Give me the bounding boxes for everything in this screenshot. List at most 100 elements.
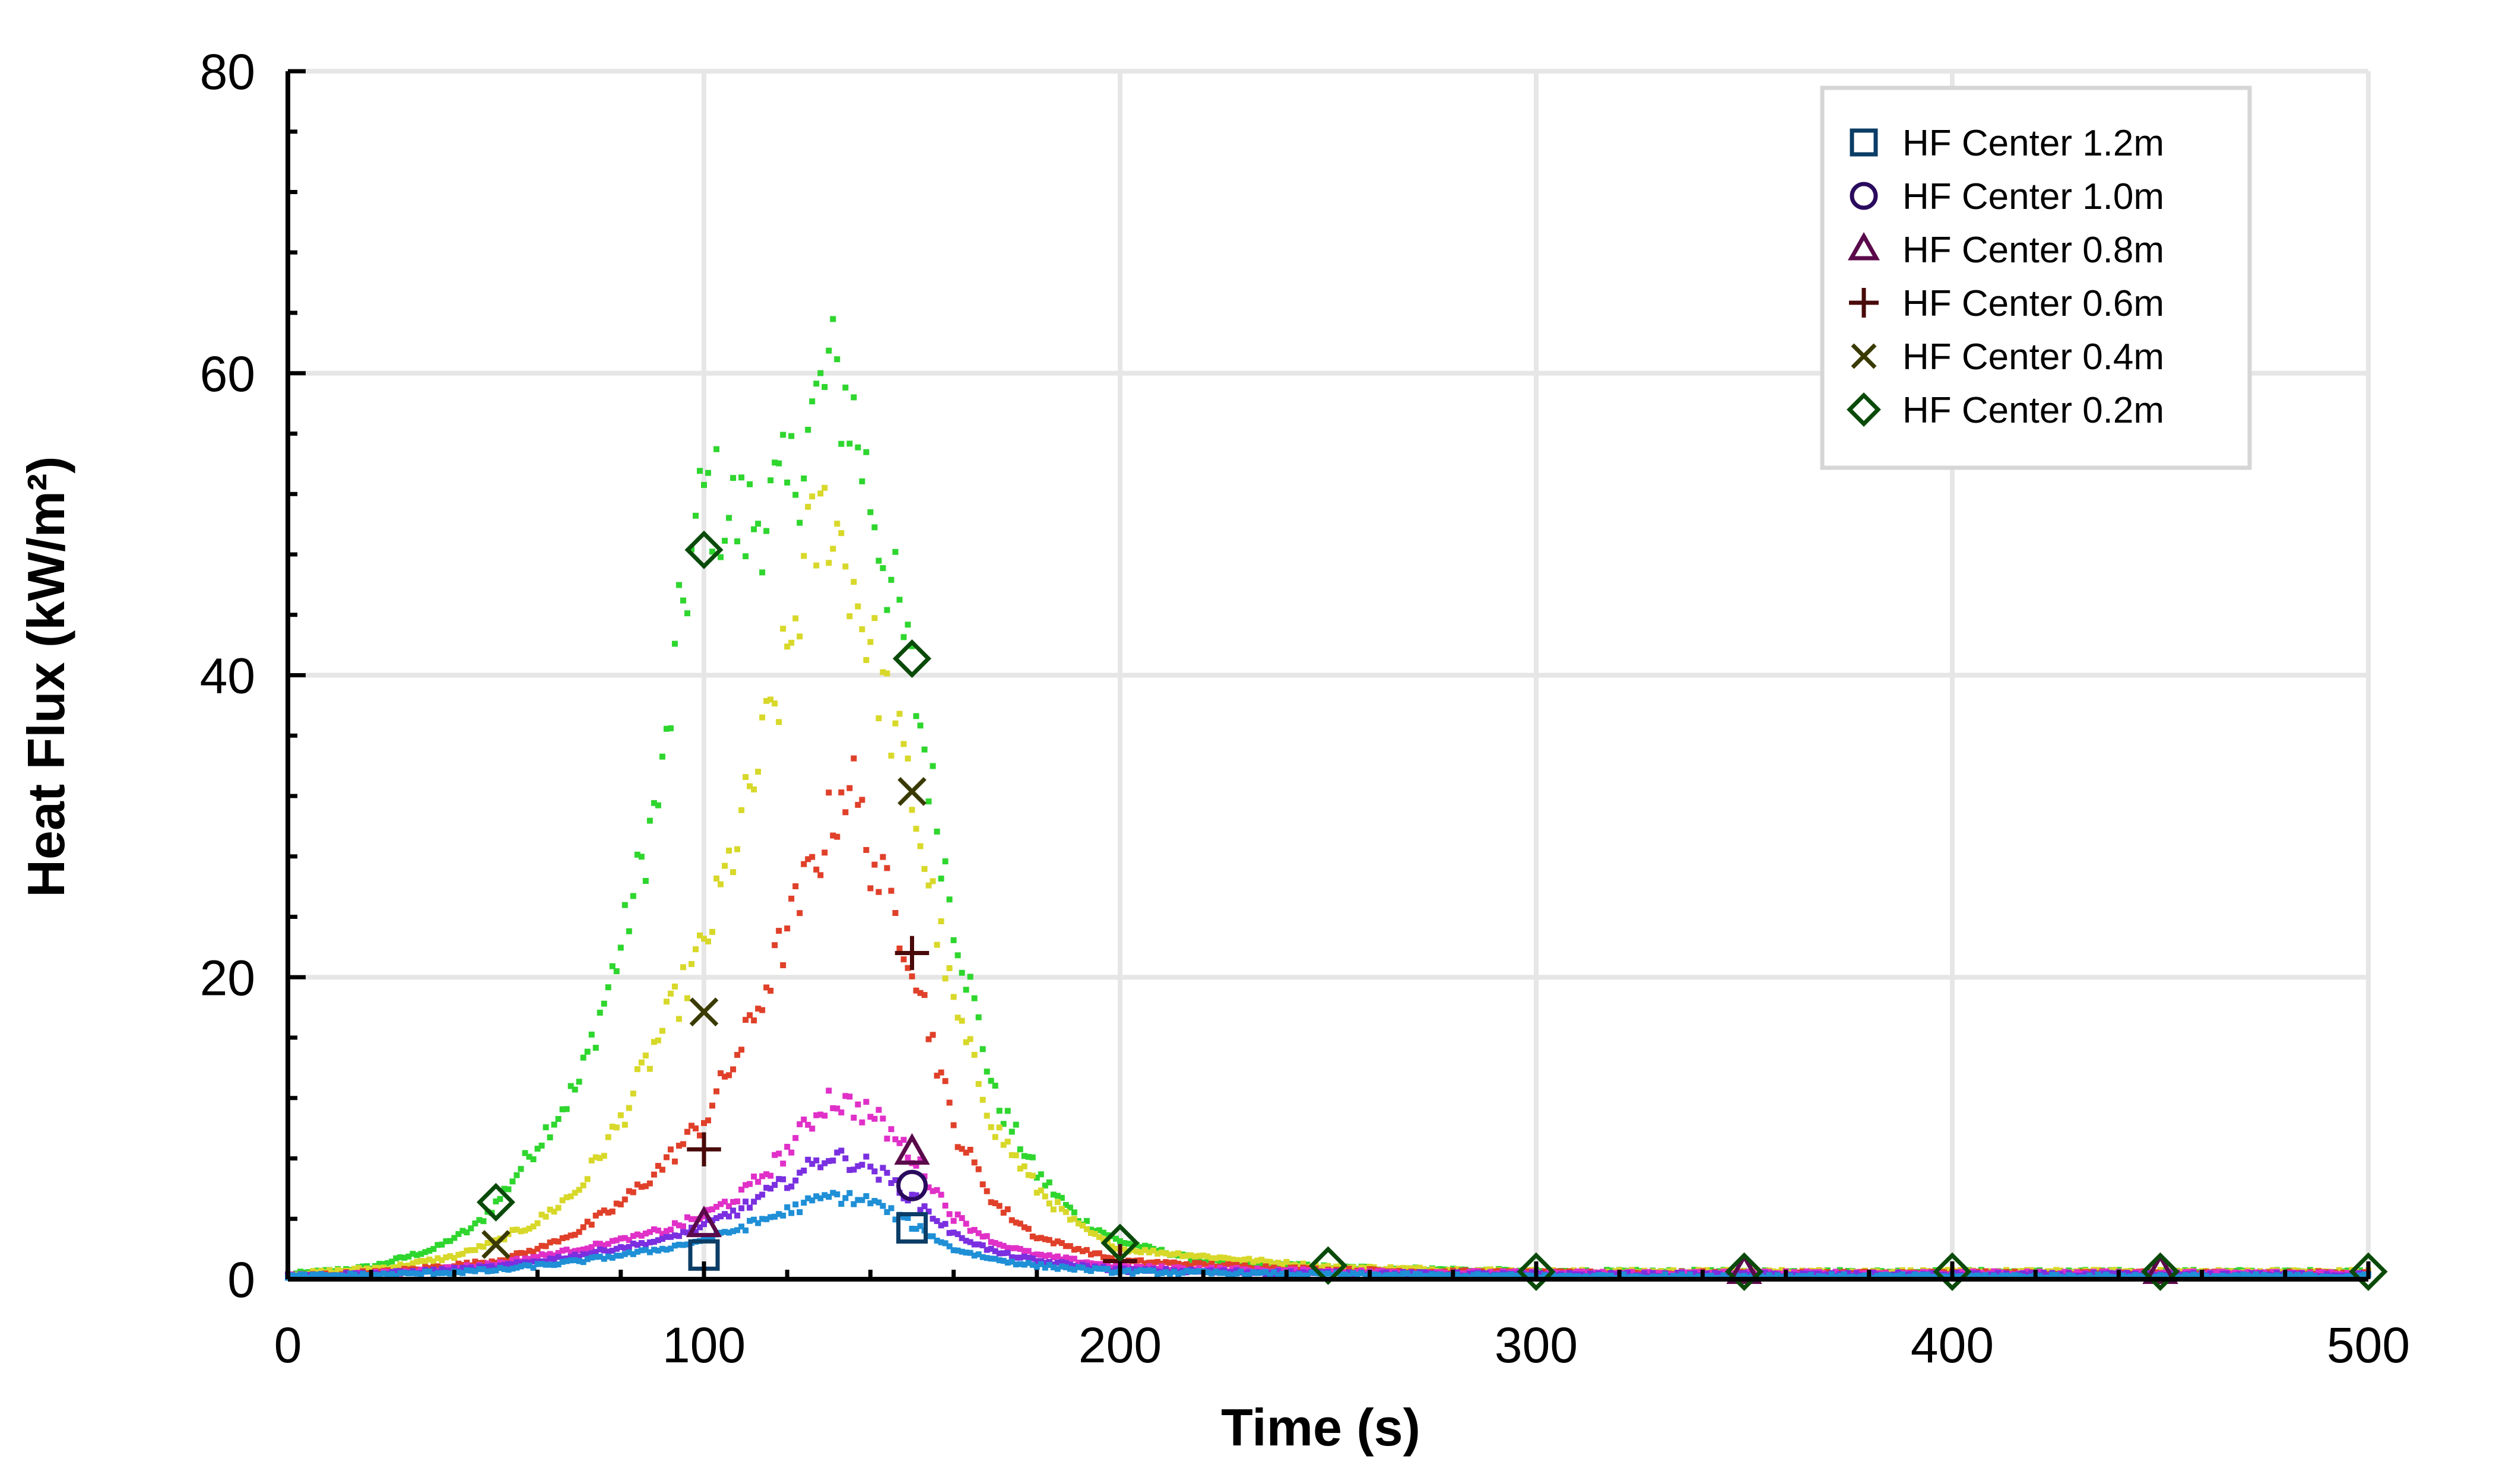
data-point xyxy=(763,984,770,991)
data-point xyxy=(2315,1270,2321,1276)
series-marker xyxy=(689,997,719,1027)
data-point xyxy=(688,961,694,968)
data-point xyxy=(909,643,915,649)
data-point xyxy=(992,1200,998,1207)
legend-box xyxy=(1820,85,2252,470)
legend-label: HF Center 1.2m xyxy=(1902,123,2164,164)
data-point xyxy=(1038,1261,1044,1267)
data-point xyxy=(1271,1269,1277,1276)
data-point xyxy=(609,1238,616,1244)
data-point xyxy=(846,785,853,791)
data-point xyxy=(830,1105,836,1111)
data-point xyxy=(563,1234,570,1241)
data-point xyxy=(667,725,674,731)
data-point xyxy=(426,1247,433,1254)
data-point xyxy=(638,1240,645,1247)
data-point xyxy=(493,1237,499,1244)
data-point xyxy=(1242,1272,1248,1279)
data-point xyxy=(734,1212,741,1219)
data-point xyxy=(1774,1272,1781,1279)
data-point xyxy=(1054,1193,1061,1199)
series-marker xyxy=(896,1169,928,1201)
data-point xyxy=(634,1181,640,1188)
data-point xyxy=(718,881,724,887)
data-point xyxy=(996,1108,1003,1114)
data-point xyxy=(1254,1257,1261,1264)
series-marker xyxy=(1100,1223,1140,1263)
data-point xyxy=(663,1228,670,1234)
data-point xyxy=(709,1206,716,1213)
data-point xyxy=(996,1203,1003,1209)
data-point xyxy=(1928,1273,1934,1280)
data-point xyxy=(1142,1247,1149,1253)
data-point xyxy=(801,1200,807,1206)
data-point xyxy=(601,1242,607,1248)
series-markers xyxy=(476,530,2388,1291)
data-point xyxy=(513,1226,520,1233)
data-point xyxy=(2265,1273,2272,1279)
data-point xyxy=(817,872,824,879)
data-point xyxy=(1004,1206,1011,1213)
data-point xyxy=(555,1250,562,1256)
data-point xyxy=(1911,1271,1918,1278)
data-point xyxy=(567,1193,574,1200)
data-point xyxy=(609,1248,616,1254)
data-point xyxy=(597,1009,603,1016)
data-point xyxy=(747,1012,753,1019)
data-point xyxy=(459,1251,466,1257)
data-point xyxy=(842,563,849,570)
data-point xyxy=(2319,1269,2326,1276)
data-point xyxy=(2086,1272,2093,1279)
data-point xyxy=(797,519,803,526)
data-point xyxy=(1050,1264,1057,1271)
data-point xyxy=(755,769,762,775)
data-point xyxy=(651,800,657,806)
data-point xyxy=(722,1211,728,1217)
data-point xyxy=(934,1073,940,1079)
data-point xyxy=(601,1255,607,1262)
data-point xyxy=(971,1252,978,1259)
data-point xyxy=(830,1190,836,1196)
data-point xyxy=(1213,1269,1219,1275)
data-point xyxy=(1050,1240,1057,1247)
data-point xyxy=(1021,1261,1027,1268)
data-point xyxy=(1279,1261,1286,1268)
data-point xyxy=(1071,1247,1077,1253)
data-point xyxy=(659,753,665,760)
data-point xyxy=(580,1259,586,1266)
data-point xyxy=(1150,1267,1157,1274)
data-point xyxy=(1287,1271,1294,1278)
data-point xyxy=(455,1269,462,1276)
data-point xyxy=(817,370,824,376)
data-point xyxy=(567,1254,574,1260)
data-point xyxy=(1013,1121,1019,1128)
data-point xyxy=(701,1213,707,1219)
data-point xyxy=(1512,1273,1518,1279)
data-point xyxy=(1658,1270,1664,1276)
data-point xyxy=(613,1124,620,1131)
data-point xyxy=(376,1261,383,1267)
data-point xyxy=(1146,1260,1153,1266)
data-point xyxy=(1483,1266,1489,1273)
data-point xyxy=(1229,1269,1236,1276)
data-point xyxy=(447,1264,453,1270)
data-point xyxy=(2024,1271,2031,1278)
data-point xyxy=(738,1047,745,1053)
data-point xyxy=(1100,1229,1106,1236)
data-point xyxy=(946,965,953,971)
data-point xyxy=(1542,1268,1548,1274)
data-point xyxy=(501,1236,508,1242)
data-point xyxy=(776,1211,782,1217)
data-point xyxy=(1275,1268,1282,1274)
data-point xyxy=(809,854,816,860)
data-point xyxy=(1130,1266,1136,1273)
data-point xyxy=(597,1155,603,1161)
data-point xyxy=(1138,1264,1144,1270)
data-point xyxy=(1641,1270,1648,1277)
data-point xyxy=(1499,1272,1506,1279)
data-point xyxy=(563,1106,570,1112)
data-point xyxy=(946,1243,953,1250)
legend-item: HF Center 1.2m xyxy=(1850,123,2164,164)
data-point xyxy=(401,1254,408,1261)
data-point xyxy=(2020,1273,2026,1280)
